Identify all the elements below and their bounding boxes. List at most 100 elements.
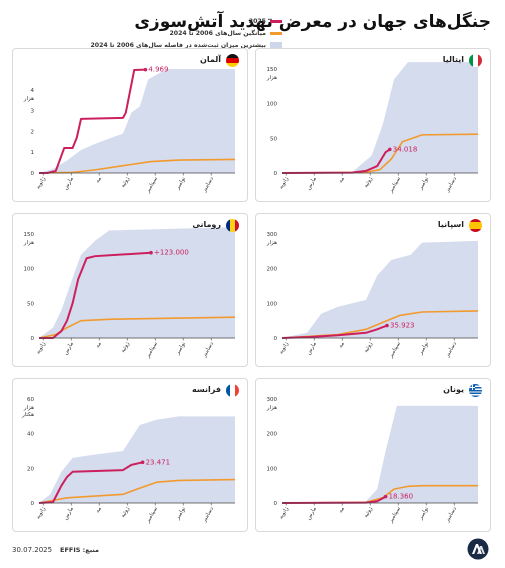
country-name: آلمان: [200, 55, 221, 64]
y-tick-label: 0: [274, 501, 278, 507]
unit-label: هزار: [23, 405, 34, 411]
unit-label: هزار: [266, 240, 277, 246]
legend-label: بیشترین میزان ثبت‌شده در فاصله سال‌های 2…: [90, 42, 266, 49]
y-tick-label: 0: [31, 171, 35, 177]
unit-label-2: هکتار: [21, 411, 34, 418]
x-tick-label: مارس: [63, 506, 75, 521]
x-tick-label: مه: [95, 176, 103, 184]
y-tick-label: 100: [267, 102, 278, 108]
x-tick-label: مه: [95, 341, 103, 349]
y-tick-label: 0: [274, 171, 278, 177]
x-tick-label: دسامبر: [201, 341, 215, 360]
x-tick-label: نوامبر: [417, 341, 430, 357]
x-tick-label: ژانویه: [278, 506, 290, 521]
y-tick-label: 60: [27, 397, 34, 403]
x-tick-label: دسامبر: [444, 506, 458, 525]
flag-romania-icon: [226, 219, 239, 232]
y-tick-label: 50: [27, 301, 34, 307]
footer-source: منبع: EFFIS: [60, 546, 100, 554]
x-tick-label: ژوئیه: [363, 176, 374, 189]
legend-label: میانگین سال‌های 2006 تا 2024: [169, 30, 266, 37]
max-band-area: [39, 227, 235, 338]
x-tick-label: ژوئیه: [363, 506, 374, 519]
series-2025-endpoint: [149, 250, 153, 255]
x-tick-label: ژوئیه: [363, 341, 374, 354]
chart-svg: 0 50 100 150 هزار 34.018 ژانویه مارس مه ژوئیه سپتا…: [266, 62, 479, 195]
x-tick-label: مارس: [306, 176, 318, 191]
y-tick-label: 300: [267, 232, 278, 238]
x-tick-label: نوامبر: [417, 176, 430, 192]
chart-panel-germany: 0 1 2 3 4 هزار 4.969 ژانویه مارس مه ژوئیه سپتامبر نو…: [12, 48, 248, 202]
series-2025-line: [38, 461, 143, 504]
max-band-area: [39, 69, 235, 173]
x-tick-label: ژوئیه: [120, 341, 131, 354]
x-tick-label: مه: [338, 341, 346, 349]
legend: 2025 میانگین سال‌های 2006 تا 2024 بیشتری…: [12, 16, 282, 52]
x-tick-label: مه: [338, 176, 346, 184]
chart-panel-france: 0 20 40 60 هزار هکتار 23.471 ژانویه مارس مه ژوئیه س…: [12, 378, 248, 532]
max-band-area: [282, 405, 478, 503]
unit-label: هزار: [23, 240, 34, 246]
y-tick-label: 0: [274, 336, 278, 342]
y-tick-label: 3: [31, 109, 35, 115]
country-name: رومانی: [192, 220, 221, 229]
page-title: جنگل‌های جهان در معرض تهدید آتش‌سوزی: [134, 12, 491, 32]
y-tick-label: 300: [267, 397, 278, 403]
y-tick-label: 200: [267, 432, 278, 438]
last-value-label: 34.018: [393, 145, 418, 153]
series-2025-endpoint: [388, 147, 392, 152]
x-tick-label: ژانویه: [35, 506, 47, 521]
x-tick-label: مارس: [306, 341, 318, 356]
y-tick-label: 150: [267, 67, 278, 73]
legend-swatch-2025: [270, 20, 282, 23]
x-tick-label: مارس: [63, 176, 75, 191]
y-tick-label: 100: [267, 301, 278, 307]
footer-date: 30.07.2025: [12, 546, 53, 554]
x-tick-label: ژانویه: [35, 341, 47, 356]
y-tick-label: 0: [31, 501, 35, 507]
country-name: ایتالیا: [442, 55, 464, 64]
x-tick-label: ژانویه: [35, 176, 47, 191]
x-tick-label: دسامبر: [444, 176, 458, 195]
x-tick-label: نوامبر: [174, 506, 187, 522]
flag-spain-icon: [469, 219, 482, 232]
legend-item-max: بیشترین میزان ثبت‌شده در فاصله سال‌های 2…: [12, 40, 282, 51]
chart-panel-romania: 0 50 100 150 هزار +123.000 ژانویه مارس مه ژوئیه سپ…: [12, 213, 248, 367]
series-2025-line: [39, 251, 152, 339]
y-tick-label: 50: [270, 136, 277, 142]
x-tick-label: مارس: [306, 506, 318, 521]
x-tick-label: سپتامبر: [145, 506, 160, 525]
legend-swatch-average: [270, 32, 282, 35]
flag-greece-icon: [469, 384, 482, 397]
legend-item-average: میانگین سال‌های 2006 تا 2024: [12, 28, 282, 39]
y-tick-label: 100: [267, 466, 278, 472]
series-2025-endpoint: [143, 67, 148, 72]
last-value-label: 18.360: [389, 493, 414, 501]
x-tick-label: دسامبر: [201, 506, 215, 525]
max-band-area: [282, 240, 478, 338]
x-tick-label: مارس: [63, 341, 75, 356]
last-value-label: 4.969: [148, 66, 168, 74]
y-tick-label: 1: [31, 150, 35, 156]
x-tick-label: سپتامبر: [145, 176, 160, 195]
legend-item-2025: 2025: [12, 16, 282, 27]
series-2025-endpoint: [140, 460, 145, 465]
unit-label: هزار: [266, 75, 277, 81]
average-line: [281, 133, 479, 174]
x-tick-label: سپتامبر: [145, 341, 160, 360]
y-tick-label: 40: [27, 432, 34, 438]
x-tick-label: ژوئیه: [120, 176, 131, 189]
last-value-label: 35.923: [390, 322, 415, 330]
x-tick-label: دسامبر: [201, 176, 215, 195]
x-tick-label: مه: [95, 506, 103, 514]
series-2025-endpoint: [383, 494, 388, 499]
x-tick-label: سپتامبر: [388, 176, 403, 195]
average-line: [38, 478, 236, 504]
country-name: یونان: [443, 385, 464, 394]
chart-panel-greece: 0 100 200 300 هزار 18.360 ژانویه مارس مه ژوئیه سپت…: [255, 378, 491, 532]
y-tick-label: 200: [267, 267, 278, 273]
y-tick-label: 4: [31, 88, 35, 94]
x-tick-label: سپتامبر: [388, 506, 403, 525]
chart-panel-spain: 0 100 200 300 هزار 35.923 ژانویه مارس مه ژوئیه سپت…: [255, 213, 491, 367]
